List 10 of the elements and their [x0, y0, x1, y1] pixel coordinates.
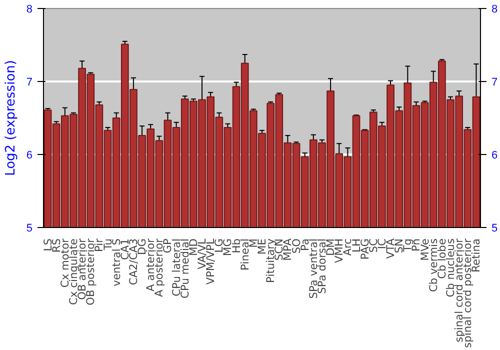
y-tick-label: 7 — [26, 76, 33, 88]
y-tick-label: 5 — [26, 222, 33, 234]
y2-tick-label: 8 — [492, 4, 498, 16]
y2-tick-label: 5 — [492, 222, 498, 234]
y2-tick-label: 6 — [492, 150, 498, 162]
x-tick-label: Retina — [470, 238, 483, 272]
y-tick-label: 8 — [26, 4, 33, 16]
y-tick-label: 6 — [26, 150, 33, 162]
y-axis-title: Log2 (expression) — [3, 60, 18, 176]
y2-tick-label: 7 — [492, 76, 498, 88]
